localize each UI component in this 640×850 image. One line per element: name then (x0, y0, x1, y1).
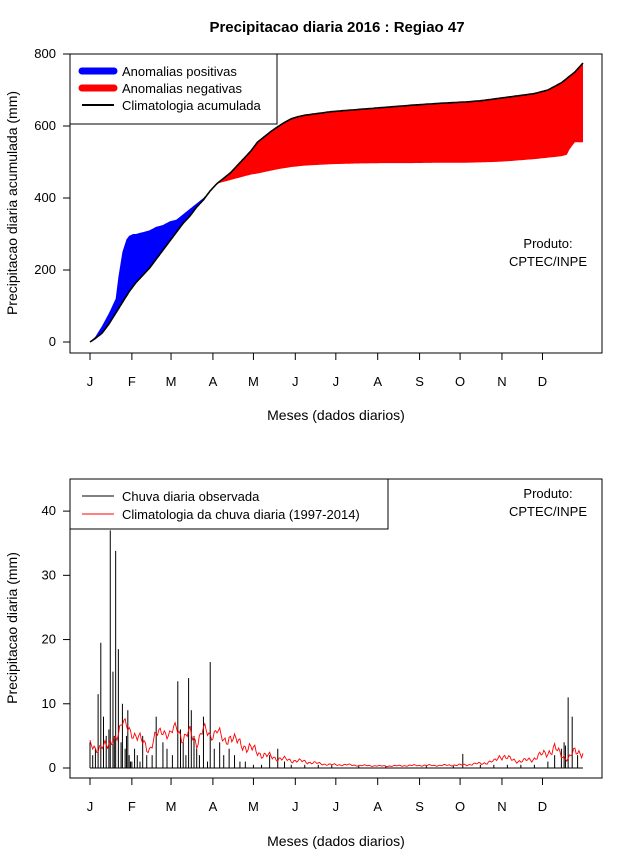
negative-anomaly-area (218, 63, 583, 184)
climatology-cumulative-path (89, 62, 584, 343)
x-tick-label-bottom: M (248, 799, 259, 814)
x-tick-label-bottom: J (292, 799, 299, 814)
cumulative-climatology-line (89, 62, 584, 343)
y-tick-label-bottom: 0 (49, 760, 56, 775)
x-tick-label-top: M (248, 374, 259, 389)
legend-bottom: Chuva diaria observada Climatologia da c… (69, 478, 389, 530)
cumulative-chart-panel: 0 200 400 600 800 J F M A M J J A S O N D Meses (dados … (4, 46, 603, 423)
x-tick-label-top: A (373, 374, 382, 389)
product-annotation-line2-bottom: CPTEC/INPE (509, 504, 587, 519)
product-annotation-line1-bottom: Produto: (523, 486, 572, 501)
x-tick-label-bottom: S (415, 799, 424, 814)
x-tick-label-top: J (292, 374, 299, 389)
negative-anomaly-region (218, 63, 583, 184)
x-axis-label-top: Meses (dados diarios) (267, 407, 405, 423)
x-tick-label-top: S (415, 374, 424, 389)
y-tick-label-bottom: 30 (42, 567, 56, 582)
legend-box-bottom (69, 478, 389, 530)
x-tick-label-top: O (455, 374, 465, 389)
daily-climatology-line (89, 717, 584, 768)
legend-label-climatology: Climatologia acumulada (122, 98, 262, 113)
x-tick-label-bottom: J (333, 799, 340, 814)
legend-label-observed: Chuva diaria observada (122, 489, 260, 504)
y-tick-label-top: 400 (34, 190, 56, 205)
observed-daily-rain-bars (89, 530, 583, 769)
x-tick-label-top: M (166, 374, 177, 389)
y-tick-label-top: 800 (34, 46, 56, 61)
y-axis-top: 0 200 400 600 800 (34, 46, 71, 349)
x-tick-label-bottom: D (538, 799, 547, 814)
y-axis-bottom: 0 10 20 30 40 (42, 503, 71, 775)
legend-label-daily-climatology: Climatologia da chuva diaria (1997-2014) (122, 507, 360, 522)
y-tick-label-bottom: 10 (42, 696, 56, 711)
x-axis-label-bottom: Meses (dados diarios) (267, 833, 405, 849)
product-annotation-line1-top: Produto: (523, 236, 572, 251)
y-axis-label-top: Precipitacao diaria acumulada (mm) (4, 91, 20, 315)
x-tick-label-top: D (538, 374, 547, 389)
x-tick-label-bottom: A (209, 799, 218, 814)
legend-top: Anomalias positivas Anomalias negativas … (69, 53, 278, 125)
chart-title: Precipitacao diaria 2016 : Regiao 47 (209, 19, 464, 36)
legend-label-positive: Anomalias positivas (122, 64, 237, 79)
x-tick-label-top: J (87, 374, 94, 389)
y-tick-label-top: 200 (34, 262, 56, 277)
y-tick-label-top: 600 (34, 118, 56, 133)
daily-chart-panel: 0 10 20 30 40 J F M A M J J A S O N D Meses (dados diar… (4, 478, 603, 849)
x-tick-label-bottom: N (497, 799, 506, 814)
y-axis-label-bottom: Precipitacao diaria (mm) (4, 552, 20, 704)
x-tick-label-bottom: J (87, 799, 94, 814)
x-tick-label-bottom: A (373, 799, 382, 814)
y-tick-label-bottom: 20 (42, 632, 56, 647)
x-tick-label-bottom: M (166, 799, 177, 814)
x-tick-label-bottom: O (455, 799, 465, 814)
x-tick-label-bottom: F (128, 799, 136, 814)
x-tick-label-top: F (128, 374, 136, 389)
x-tick-label-top: A (209, 374, 218, 389)
x-tick-label-top: N (497, 374, 506, 389)
daily-climatology-path (89, 717, 584, 768)
legend-label-negative: Anomalias negativas (122, 81, 242, 96)
x-tick-label-top: J (333, 374, 340, 389)
product-annotation-line2-top: CPTEC/INPE (509, 254, 587, 269)
y-tick-label-top: 0 (49, 334, 56, 349)
y-tick-label-bottom: 40 (42, 503, 56, 518)
